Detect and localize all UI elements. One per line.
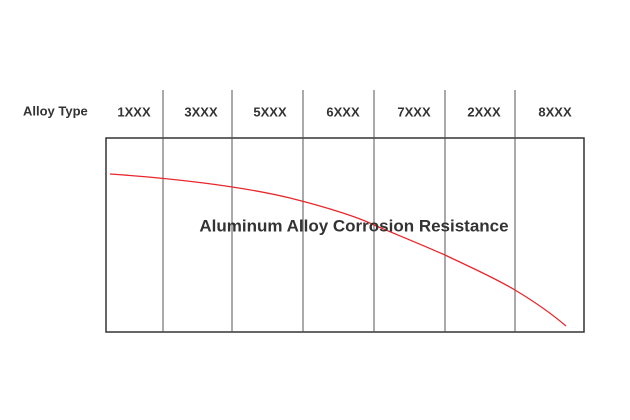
trend-curve	[109, 173, 567, 327]
column-dividers	[162, 90, 516, 332]
column-label: 7XXX	[397, 104, 431, 119]
column-label: 5XXX	[253, 104, 287, 119]
column-label: 6XXX	[326, 104, 360, 119]
diagram-title: Aluminum Alloy Corrosion Resistance	[199, 216, 508, 235]
column-label: 2XXX	[467, 104, 501, 119]
column-label: 8XXX	[538, 104, 572, 119]
row-label: Alloy Type	[23, 103, 88, 118]
column-label: 1XXX	[117, 104, 151, 119]
frame	[105, 137, 585, 333]
column-label: 3XXX	[184, 104, 218, 119]
